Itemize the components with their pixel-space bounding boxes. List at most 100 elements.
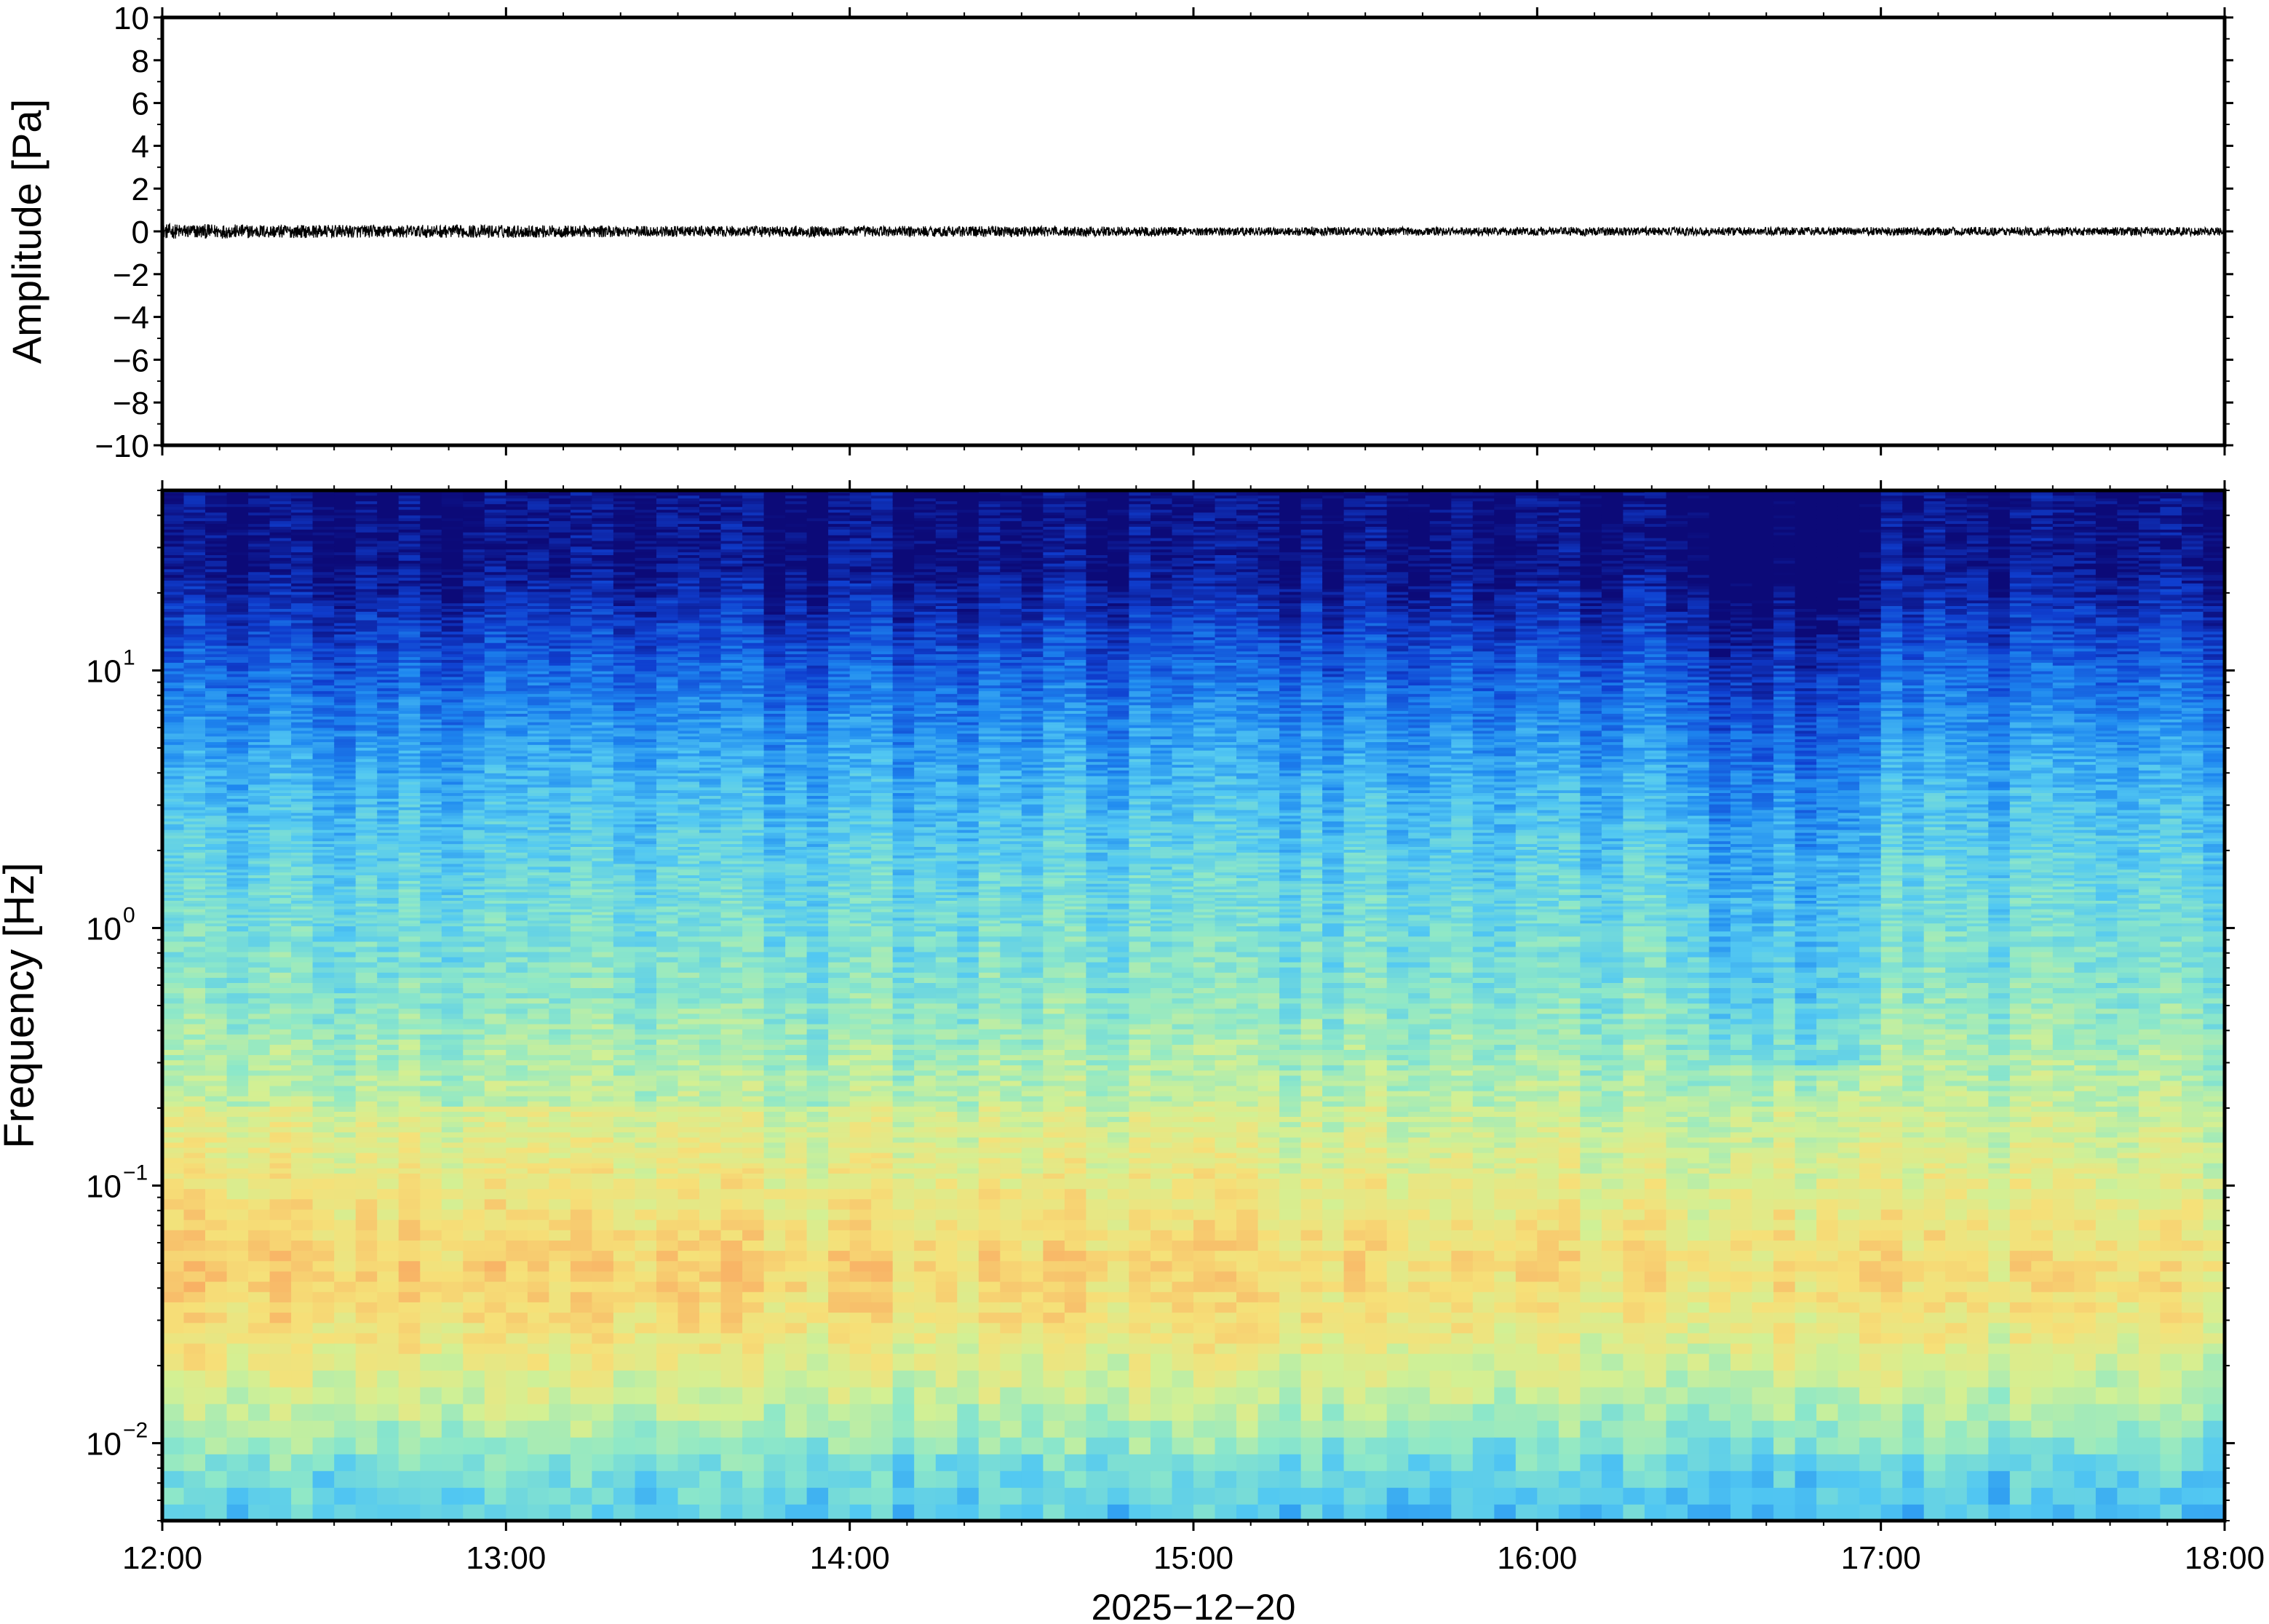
spectrogram-cell xyxy=(291,1018,314,1024)
spectrogram-cell xyxy=(162,1064,185,1071)
spectrogram-cell xyxy=(162,676,185,680)
spectrogram-cell xyxy=(592,1003,614,1009)
spectrogram-cell xyxy=(269,685,292,688)
spectrogram-cell xyxy=(549,931,571,937)
spectrogram-cell xyxy=(248,1168,271,1174)
spectrogram-cell xyxy=(377,1230,400,1241)
spectrogram-cell xyxy=(183,532,206,536)
spectrogram-cell xyxy=(549,1403,571,1421)
spectrogram-cell xyxy=(269,923,292,927)
spectrogram-cell xyxy=(549,1121,571,1128)
spectrogram-cell xyxy=(355,1178,378,1190)
spectrogram-cell xyxy=(226,795,249,799)
spectrogram-cell xyxy=(420,1322,442,1334)
spectrogram-cell xyxy=(312,770,335,773)
spectrogram-cell xyxy=(226,1106,249,1112)
spectrogram-cell xyxy=(248,917,271,921)
spectrogram-cell xyxy=(162,1106,185,1112)
spectrogram-cell xyxy=(226,710,249,714)
spectrogram-cell xyxy=(248,1039,271,1045)
spectrogram-cell xyxy=(248,679,271,683)
spectrogram-cell xyxy=(248,875,271,878)
spectrogram-cell xyxy=(506,1033,528,1040)
spectrogram-cell xyxy=(183,908,206,912)
spectrogram-cell xyxy=(248,631,271,634)
spectrogram-cell xyxy=(162,824,185,827)
spectrogram-cell xyxy=(183,1152,206,1158)
spectrogram-cell xyxy=(162,846,185,850)
spectrogram-cell xyxy=(592,1332,614,1344)
spectrogram-cell xyxy=(205,849,228,853)
spectrogram-cell xyxy=(162,1137,185,1143)
spectrogram-cell xyxy=(312,840,335,845)
spectrogram-cell xyxy=(570,987,593,994)
spectrogram-cell xyxy=(162,832,185,836)
spectrogram-cell xyxy=(269,815,292,819)
spectrogram-cell xyxy=(269,812,292,816)
spectrogram-cell xyxy=(527,1044,550,1050)
spectrogram-cell xyxy=(377,987,400,994)
spectrogram-cell xyxy=(377,1470,400,1488)
spectrogram-cell xyxy=(506,931,528,937)
spectrogram-cell xyxy=(205,1142,228,1148)
spectrogram-cell xyxy=(592,1147,614,1153)
spectrogram-cell xyxy=(570,1152,593,1158)
spectrogram-cell xyxy=(334,787,357,791)
spectrogram-cell xyxy=(312,1147,335,1153)
spectrogram-cell xyxy=(248,523,271,527)
spectrogram-cell xyxy=(162,739,185,742)
spectrogram-cell xyxy=(484,1054,507,1061)
spectrogram-cell xyxy=(312,1075,335,1081)
spectrogram-cell xyxy=(205,875,228,878)
spectrogram-cell xyxy=(162,806,185,811)
spectrogram-cell xyxy=(183,625,206,629)
spectrogram-cell xyxy=(441,1260,464,1272)
spectrogram-cell xyxy=(398,1095,421,1102)
spectrogram-cell xyxy=(291,546,314,550)
spectrogram-cell xyxy=(312,764,335,768)
spectrogram-cell xyxy=(570,946,593,952)
spectrogram-cell xyxy=(162,827,185,830)
spectrogram-cell xyxy=(291,1168,314,1174)
spectrogram-cell xyxy=(377,1188,400,1200)
spectrogram-cell xyxy=(162,911,185,915)
spectrogram-cell xyxy=(183,600,206,604)
spectrogram-cell xyxy=(570,1126,593,1133)
spectrogram-cell xyxy=(549,1106,571,1112)
spectrogram-cell xyxy=(248,770,271,773)
spectrogram-cell xyxy=(312,992,335,999)
spectrogram-cell xyxy=(162,560,185,564)
spectrogram-cell xyxy=(226,1085,249,1091)
spectrogram-cell xyxy=(463,946,485,952)
spectrogram-cell xyxy=(420,1437,442,1454)
spectrogram-cell xyxy=(183,956,206,963)
spectrogram-cell xyxy=(248,580,271,584)
spectrogram-cell xyxy=(291,852,314,856)
spectrogram-cell xyxy=(226,854,249,859)
spectrogram-cell xyxy=(312,1230,335,1241)
spectrogram-cell xyxy=(248,616,271,621)
spectrogram-cell xyxy=(312,792,335,796)
spectrogram-cell xyxy=(463,992,485,999)
spectrogram-cell xyxy=(506,987,528,994)
spectrogram-cell xyxy=(613,1250,636,1262)
spectrogram-cell xyxy=(291,583,314,586)
spectrogram-cell xyxy=(183,885,206,890)
spectrogram-cell xyxy=(183,704,206,709)
spectrogram-cell xyxy=(334,611,357,615)
spectrogram-cell xyxy=(312,625,335,629)
spectrogram-cell xyxy=(398,998,421,1004)
spectrogram-cell xyxy=(183,1033,206,1040)
spectrogram-cell xyxy=(291,1454,314,1471)
spectrogram-cell xyxy=(355,1437,378,1454)
spectrogram-cell xyxy=(248,784,271,788)
spectrogram-cell xyxy=(377,1090,400,1096)
spectrogram-cell xyxy=(205,648,228,652)
spectrogram-cell xyxy=(205,577,228,581)
spectrogram-cell xyxy=(312,673,335,677)
spectrogram-cell xyxy=(269,936,292,942)
spectrogram-cell xyxy=(291,682,314,686)
spectrogram-cell xyxy=(334,812,357,816)
spectrogram-cell xyxy=(549,1131,571,1138)
